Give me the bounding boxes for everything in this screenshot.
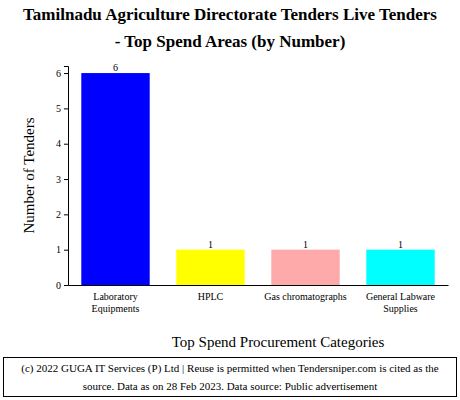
x-tick-label: General LabwareSupplies xyxy=(366,291,436,314)
y-tick-label: 1 xyxy=(56,244,61,255)
y-tick: 1 xyxy=(56,244,68,255)
y-tick: 4 xyxy=(56,138,68,149)
y-axis: 0 1 2 3 4 5 6 xyxy=(56,67,69,291)
y-tick-mark xyxy=(64,250,68,251)
x-axis: LaboratoryEquipments HPLC Gas chromatograp… xyxy=(69,285,449,314)
y-tick-label: 4 xyxy=(56,138,61,149)
y-tick-mark xyxy=(64,179,68,180)
y-tick-mark xyxy=(64,144,68,145)
data-labels: 6 1 1 1 xyxy=(113,62,403,250)
y-tick-label: 5 xyxy=(56,103,61,114)
x-axis-line xyxy=(69,285,449,286)
data-label: 1 xyxy=(398,239,403,250)
x-tick-label: Gas chromatographs xyxy=(264,291,347,302)
data-label: 6 xyxy=(113,62,118,73)
y-tick: 0 xyxy=(56,280,68,291)
bars xyxy=(81,73,434,285)
y-tick: 6 xyxy=(56,68,68,79)
chart: Tamilnadu Agriculture Directorate Tender… xyxy=(0,0,460,400)
y-tick-label: 6 xyxy=(56,68,61,79)
data-label: 1 xyxy=(208,239,213,250)
y-tick: 3 xyxy=(56,174,68,185)
bar xyxy=(81,73,149,285)
y-tick-mark xyxy=(64,73,68,74)
y-axis-line xyxy=(64,67,69,286)
y-tick: 5 xyxy=(56,103,68,114)
x-tick: LaboratoryEquipments xyxy=(92,285,140,314)
y-tick-mark xyxy=(64,285,68,286)
y-tick-mark xyxy=(64,214,68,215)
footer-text: source. Data as on 28 Feb 2023. Data sou… xyxy=(83,380,377,392)
x-tick-label: HPLC xyxy=(198,291,224,302)
x-axis-title: Top Spend Procurement Categories xyxy=(172,334,385,350)
data-label: 1 xyxy=(303,239,308,250)
bar xyxy=(176,250,244,285)
title: - Top Spend Areas (by Number) xyxy=(115,32,346,51)
footer-text: (c) 2022 GUGA IT Services (P) Ltd | Reus… xyxy=(21,362,439,375)
y-axis-title: Number of Tenders xyxy=(21,117,37,233)
x-tick-label: LaboratoryEquipments xyxy=(92,291,140,314)
y-tick-mark xyxy=(64,108,68,109)
y-tick-label: 3 xyxy=(56,174,61,185)
y-tick-label: 0 xyxy=(56,280,61,291)
y-tick-label: 2 xyxy=(56,209,61,220)
bar xyxy=(366,250,434,285)
bar xyxy=(271,250,339,285)
x-tick: Gas chromatographs xyxy=(264,285,347,302)
x-tick: General LabwareSupplies xyxy=(366,285,436,314)
footer-box xyxy=(4,358,457,397)
x-tick: HPLC xyxy=(198,285,224,302)
title: Tamilnadu Agriculture Directorate Tender… xyxy=(23,5,437,24)
y-tick: 2 xyxy=(56,209,68,220)
